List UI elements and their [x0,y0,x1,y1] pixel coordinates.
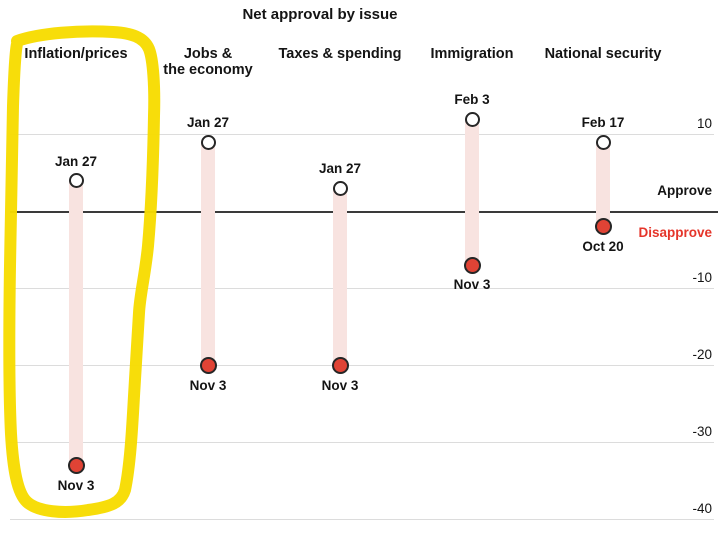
y-tick-label: -40 [692,500,712,516]
gridline [10,442,714,443]
end-dot-filled-circle [463,256,481,274]
range-bar [333,188,347,366]
end-dot-filled-circle [331,357,349,374]
y-tick-label: -20 [692,346,712,362]
start-dot-open-circle [464,111,480,127]
chart-title: Net approval by issue [242,6,398,23]
start-date-label: Feb 17 [581,115,625,131]
gridline [10,134,714,135]
y-tick-label: -10 [692,269,712,285]
end-date-label: Nov 3 [453,277,491,293]
end-dot-filled-circle [199,357,217,374]
start-date-label: Jan 27 [318,161,362,177]
y-tick-label: 10 [696,115,712,131]
zero-axis-line [10,210,718,213]
start-dot-open-circle [200,134,216,150]
range-bar [201,142,215,366]
approve-axis-label: Approve [657,183,712,198]
end-date-label: Nov 3 [189,377,227,393]
range-bar [465,119,479,266]
start-dot-open-circle [332,180,348,196]
range-bar [596,142,610,227]
end-date-label: Nov 3 [321,377,359,393]
end-date-label: Oct 20 [582,238,624,254]
issue-header: Immigration [430,46,514,62]
issue-header: Taxes & spending [278,46,402,62]
issue-header: National security [544,46,662,62]
start-dot-open-circle [595,134,611,150]
issue-header: Jobs & the economy [163,46,253,78]
gridline [10,365,714,366]
end-dot-filled-circle [594,218,612,236]
disapprove-axis-label: Disapprove [638,225,712,240]
gridline [10,288,714,289]
gridline [10,519,714,520]
y-tick-label: -30 [692,423,712,439]
start-date-label: Feb 3 [454,92,490,108]
start-date-label: Jan 27 [186,115,230,131]
